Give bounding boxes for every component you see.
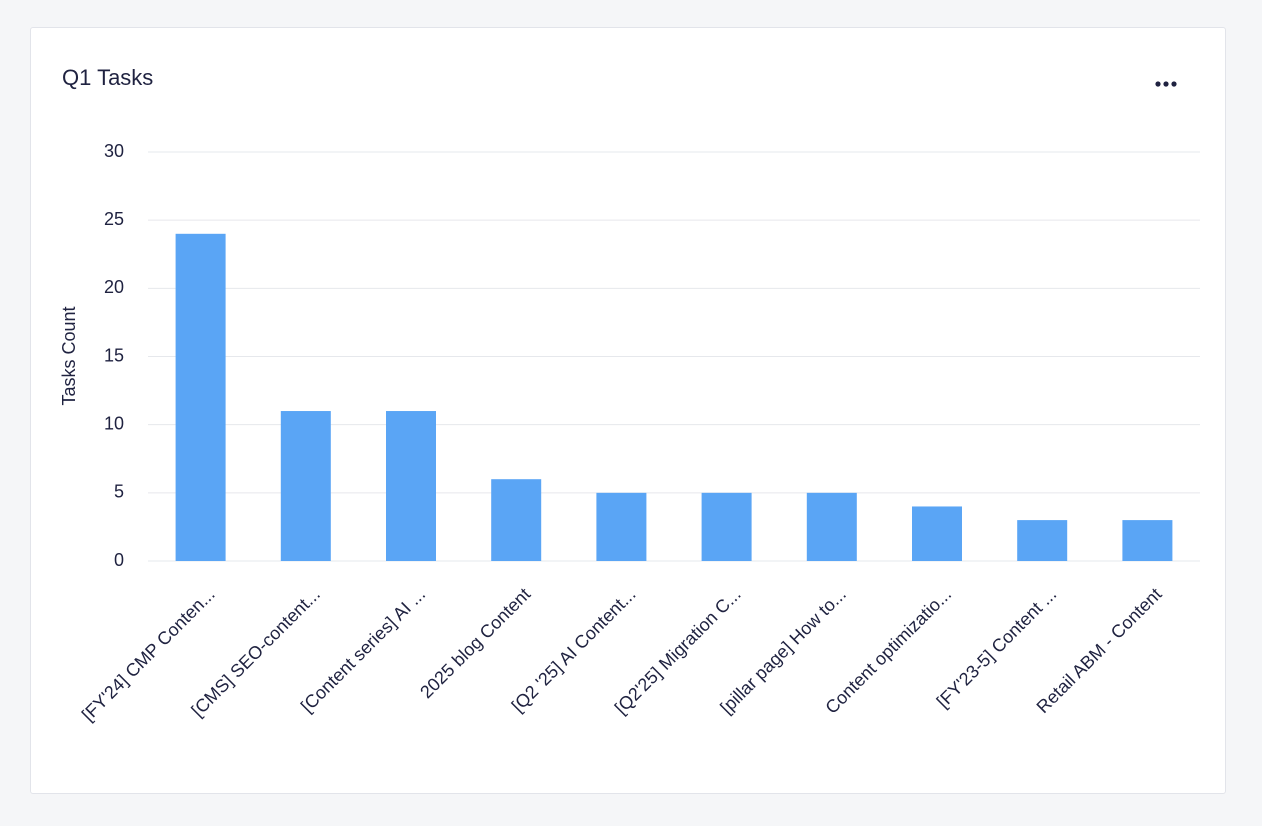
chart-title: Q1 Tasks [62,65,153,90]
y-tick-label: 25 [104,209,124,229]
more-menu[interactable] [1155,81,1177,87]
y-axis-label: Tasks Count [59,306,79,405]
menu-dot[interactable] [1155,81,1161,87]
bar [701,492,752,561]
bar [912,506,962,561]
y-tick-label: 0 [114,550,124,570]
y-tick-label: 5 [114,482,124,502]
bar [1017,520,1068,561]
y-tick-label: 15 [104,345,124,365]
bar [806,492,857,561]
chart-card [30,27,1226,794]
bar [596,492,647,561]
y-tick-label: 30 [104,141,124,161]
y-tick-label: 10 [104,413,124,433]
menu-dot[interactable] [1171,81,1177,87]
menu-dot[interactable] [1163,81,1169,87]
bar [491,479,542,561]
y-tick-label: 20 [104,277,124,297]
bar [386,411,436,561]
x-tick-label: [FY'23-5] Content ... [933,584,1061,712]
bar [1122,520,1173,561]
x-tick-label: 2025 blog Content [416,584,534,702]
bar [175,233,226,562]
bar [280,411,331,561]
